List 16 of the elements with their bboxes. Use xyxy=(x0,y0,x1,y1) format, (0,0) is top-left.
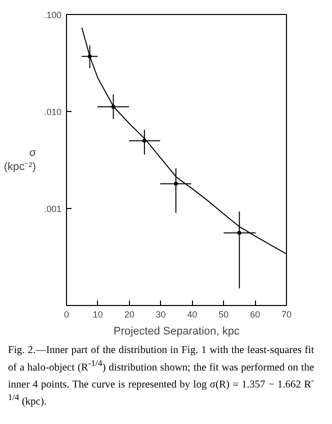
x-tick-label: 60 xyxy=(250,310,260,320)
x-tick-label: 30 xyxy=(156,310,166,320)
x-tick-label: 10 xyxy=(92,310,103,320)
x-axis-title: Projected Separation, kpc xyxy=(114,326,240,338)
y-tick-label: .010 xyxy=(44,107,62,117)
text: Fig. 2.—Inner part of the distribution in Fig. 1 with the least-squares fit of a halo-object (R$^{-1/4}$) distribution shown; the fit was performed on the inner 4 points. The curve is represented by log σ(R) = 1.357 − 1.662 R$^{-}$$^{1/4}$ (kpc). xyxy=(8,345,314,408)
y-tick-label: .001 xyxy=(44,204,62,214)
point xyxy=(174,182,178,186)
x-tick-label: 40 xyxy=(187,310,198,320)
x-tick-label: 50 xyxy=(218,310,229,320)
x-tick-label: 70 xyxy=(281,310,292,320)
x-tick-label: 0 xyxy=(64,310,70,320)
point xyxy=(237,230,242,235)
x-tick-label: 20 xyxy=(124,310,134,320)
y-tick-label: .100 xyxy=(44,10,62,20)
y-axis-title: σ (kpc⁻²) xyxy=(4,146,36,174)
